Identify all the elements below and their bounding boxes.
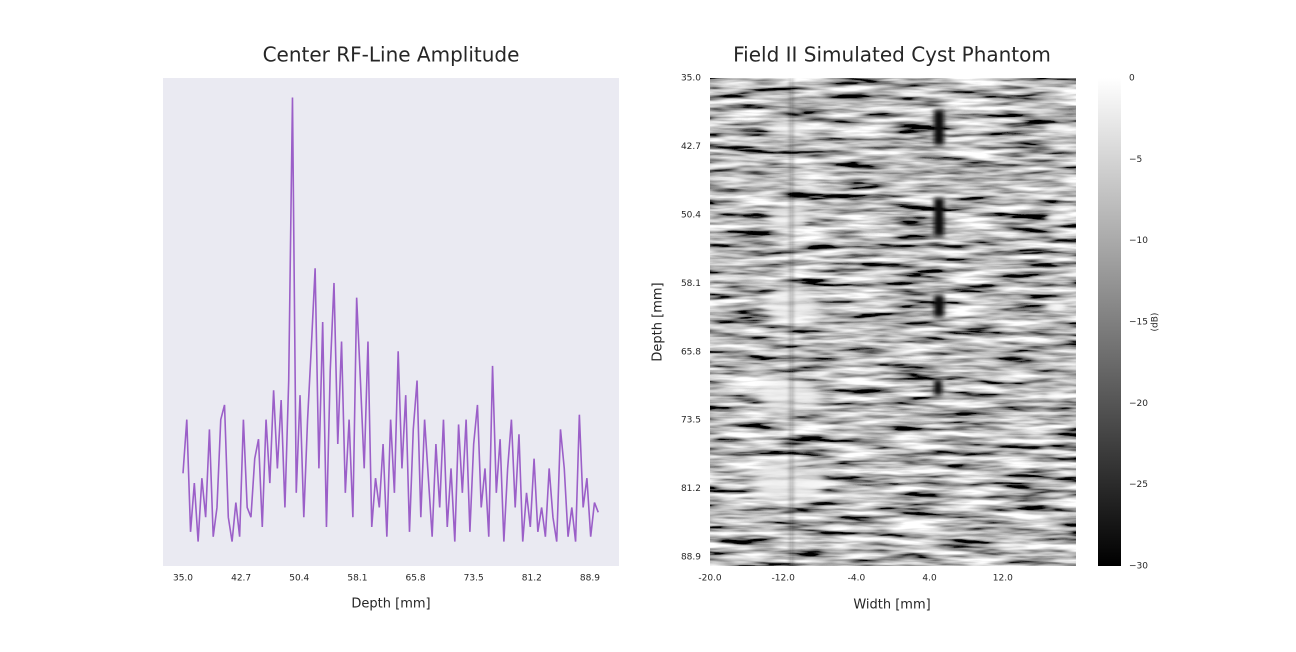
x-tick-label: 4.0 <box>922 574 937 584</box>
x-tick-label: 73.5 <box>464 574 484 584</box>
y-tick-label: 50.4 <box>681 210 701 220</box>
x-tick-label: 50.4 <box>289 574 309 584</box>
axes-background <box>163 78 619 566</box>
right-y-label: Depth [mm] <box>651 282 666 361</box>
left-title: Center RF-Line Amplitude <box>263 43 520 67</box>
left-x-label: Depth [mm] <box>351 597 430 612</box>
colorbar-tick-label: −25 <box>1129 480 1148 490</box>
colorbar-tick-label: −15 <box>1129 318 1148 328</box>
y-tick-label: 88.9 <box>681 553 701 563</box>
image <box>710 78 1076 566</box>
x-tick-label: 42.7 <box>231 574 251 584</box>
x-tick-label: -4.0 <box>848 574 866 584</box>
y-tick-label: 81.2 <box>681 484 701 494</box>
x-tick-label: 35.0 <box>173 574 193 584</box>
colorbar-tick-label: −30 <box>1129 562 1148 572</box>
y-tick-label: 73.5 <box>681 416 701 426</box>
colorbar-tick-label: −20 <box>1129 399 1148 409</box>
x-tick-label: 65.8 <box>406 574 426 584</box>
y-tick-label: 58.1 <box>681 279 701 289</box>
right-title: Field II Simulated Cyst Phantom <box>733 43 1051 67</box>
colorbar-label: (dB) <box>1151 313 1161 332</box>
line <box>182 97 599 542</box>
x-tick-label: 81.2 <box>522 574 542 584</box>
x-tick-label: 88.9 <box>580 574 600 584</box>
y-tick-label: 65.8 <box>681 347 701 357</box>
x-tick-label: 58.1 <box>347 574 367 584</box>
y-tick-label: 35.0 <box>681 74 701 84</box>
x-tick-label: 12.0 <box>993 574 1013 584</box>
right-x-label: Width [mm] <box>853 598 930 613</box>
y-tick-label: 42.7 <box>681 142 701 152</box>
colorbar <box>1098 78 1121 566</box>
colorbar-tick-label: −10 <box>1129 236 1148 246</box>
x-tick-label: -20.0 <box>698 574 722 584</box>
colorbar-tick-label: −5 <box>1129 155 1142 165</box>
colorbar-tick-label: 0 <box>1129 74 1135 84</box>
x-tick-label: -12.0 <box>772 574 796 584</box>
